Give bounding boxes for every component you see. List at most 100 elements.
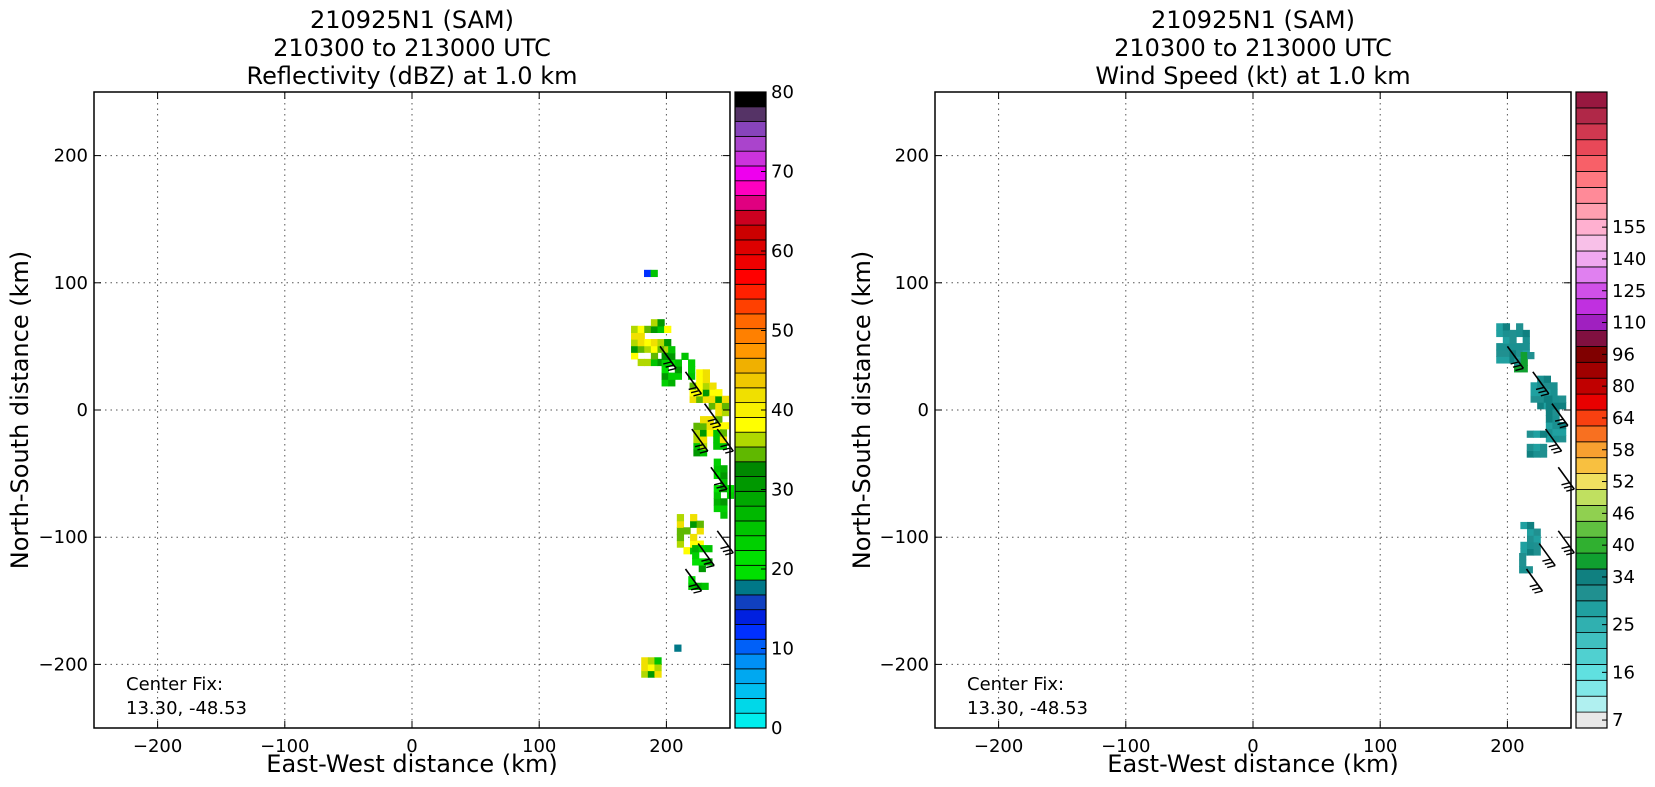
colorbar-bin [734, 298, 767, 315]
colorbar-tick-label: 58 [1612, 440, 1635, 461]
wind-barb-shaft [716, 530, 734, 554]
field-cell [1533, 541, 1541, 549]
wind-barb-feather [1547, 564, 1556, 569]
field-cell [721, 408, 730, 417]
wind-speed-colorbar: 7 16 25 34 40 46 52 58 64 80 96 110 125 140 155 [1575, 91, 1646, 731]
colorbar-bin [734, 505, 767, 522]
field-cell [1545, 435, 1554, 443]
field-cell [631, 352, 639, 360]
wind-barb-feather [688, 583, 697, 588]
colorbar-bin [1575, 425, 1608, 443]
colorbar-tick-label: 110 [1612, 313, 1646, 334]
field-cell [698, 558, 706, 566]
colorbar-bin [734, 446, 767, 463]
colorbar-bin [1575, 520, 1608, 538]
field-cell [702, 375, 710, 384]
field-cell [1552, 408, 1560, 416]
colorbar-bin [734, 594, 767, 611]
field-cell [1502, 336, 1511, 344]
colorbar-bin [734, 150, 767, 167]
field-cell [721, 395, 730, 403]
colorbar-tick-label: 140 [1612, 249, 1646, 270]
field-cell [1526, 528, 1535, 536]
wind-barb-feather [1542, 558, 1551, 562]
wind-barb-feather [718, 488, 728, 492]
field-cell [696, 375, 704, 384]
field-cell [1559, 435, 1567, 443]
field-cell [1552, 402, 1560, 410]
y-axis-label: North-South distance (km) [848, 251, 876, 570]
field-cell [699, 416, 708, 424]
colorbar-bin [734, 609, 767, 625]
field-cell [715, 395, 723, 403]
field-cell [701, 582, 709, 590]
field-cell [1509, 343, 1517, 351]
field-cell [1520, 548, 1528, 556]
field-cell [1552, 428, 1560, 436]
y-tick-label: −200 [880, 654, 929, 675]
field-cell [1552, 435, 1560, 443]
wind-barb-feather [665, 364, 674, 368]
colorbar-tick-label: 20 [771, 559, 794, 580]
colorbar-bin [1575, 600, 1608, 618]
wind-barb-feather [688, 386, 697, 391]
wind-barb-feather [1531, 587, 1541, 591]
field-cell [1533, 450, 1541, 458]
colorbar-bin [1575, 457, 1608, 475]
y-axis-ticks: −200 −100 0 100 200 [880, 146, 1571, 675]
field-cell [1502, 343, 1511, 351]
field-cell [702, 369, 710, 377]
field-cell [720, 471, 728, 480]
wind-barb-feather [1548, 444, 1557, 448]
field-cell [690, 540, 698, 548]
field-cell [1543, 375, 1551, 383]
field-cell [708, 402, 716, 410]
wind-barb-feather [716, 485, 725, 489]
colorbar-tick-label: 60 [771, 241, 794, 262]
center-fix-label: Center Fix: [126, 674, 223, 695]
field-cell [713, 465, 721, 473]
field-cell [641, 657, 649, 665]
field-cell [631, 325, 639, 334]
field-cell [1537, 375, 1545, 383]
field-cell [650, 325, 659, 334]
field-cell [696, 527, 704, 535]
colorbar-bin [734, 121, 767, 137]
colorbar-bin [734, 387, 767, 404]
field-cell [657, 358, 665, 367]
field-cell [681, 352, 689, 360]
y-tick-label: 0 [918, 400, 929, 421]
field-cell [644, 358, 652, 367]
colorbar-bin [1575, 552, 1608, 570]
center-fix-value: 13.30, -48.53 [967, 698, 1088, 719]
wind-barb-feather [706, 564, 715, 569]
y-tick-label: 200 [54, 146, 88, 167]
wind-barb-feather [697, 447, 706, 451]
field-cell [1496, 323, 1504, 331]
wind-barb-shaft [1557, 530, 1575, 554]
field-cell [637, 339, 645, 347]
y-tick-label: −100 [39, 527, 88, 548]
wind-barb-shaft [1538, 543, 1556, 567]
field-cell [1520, 365, 1528, 373]
colorbar-bin [734, 195, 767, 211]
colorbar-bin [1575, 91, 1608, 109]
field-cell [699, 429, 708, 437]
field-cell [719, 429, 728, 437]
field-cell [1552, 421, 1560, 430]
field-cell [1526, 443, 1534, 452]
wind-barb-feather [713, 482, 723, 486]
colorbar-bin [734, 668, 767, 685]
colorbar-bin [1575, 139, 1608, 156]
colorbar-bin [1575, 489, 1608, 506]
colorbar-tick-label: 46 [1612, 503, 1635, 524]
field-cell [676, 527, 685, 535]
field-cell [689, 395, 697, 403]
wind-barb-feather [1535, 386, 1545, 391]
field-cell [641, 670, 649, 678]
field-cell [1545, 408, 1554, 416]
colorbar-tick-label: 10 [771, 639, 794, 660]
field-cell [1526, 450, 1534, 458]
field-cell [713, 504, 721, 513]
title-line-2: 210300 to 213000 UTC [273, 34, 551, 62]
